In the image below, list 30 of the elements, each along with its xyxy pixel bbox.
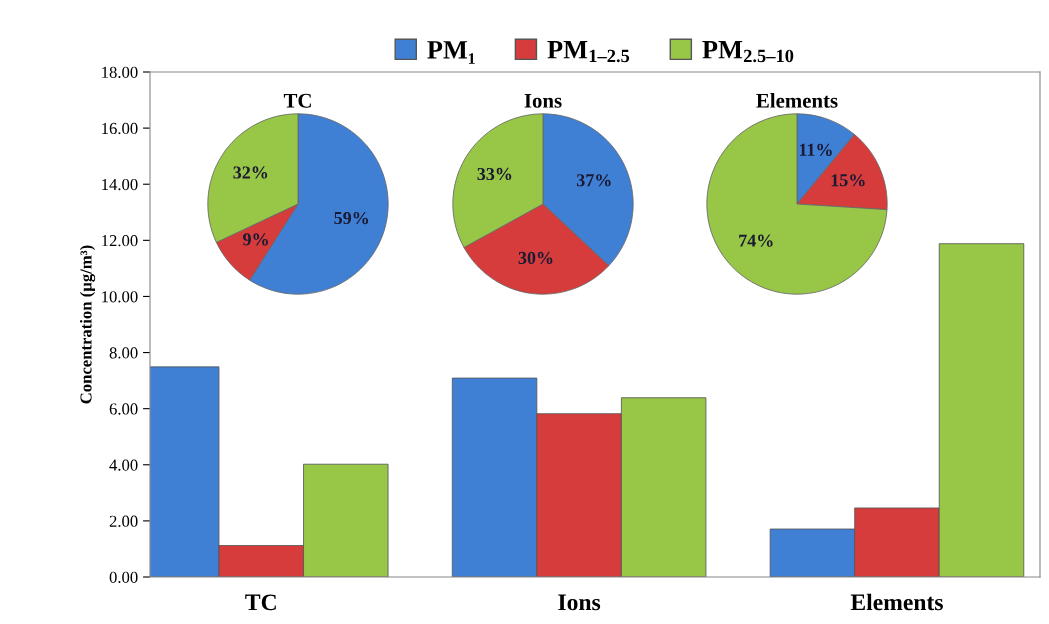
- data-label: 11%: [799, 143, 832, 156]
- x-tick-label: TC: [245, 594, 276, 611]
- y-axis-title: Concentration (µg/m³): [79, 245, 96, 404]
- data-label: 15%: [831, 174, 865, 187]
- chart-title: Elements: [756, 93, 838, 108]
- y-tick-label: 12.00: [102, 235, 138, 247]
- legend-label: PM$_{1–2.5}$: [547, 41, 630, 63]
- chart-title: Ions: [524, 93, 562, 108]
- data-label: 37%: [576, 174, 611, 187]
- y-tick-label: 0.00: [109, 571, 138, 584]
- y-tick-label: 4.00: [109, 459, 138, 471]
- x-tick-label: Ions: [558, 594, 601, 611]
- legend-label: PM$_{2.5–10}$: [702, 41, 794, 63]
- data-label: 32%: [233, 166, 268, 179]
- y-tick-label: 14.00: [102, 178, 138, 191]
- y-tick-label: 16.00: [102, 122, 138, 135]
- y-tick-label: 18.00: [102, 66, 138, 79]
- y-tick-label: 2.00: [109, 515, 138, 527]
- y-tick-label: 10.00: [102, 291, 138, 303]
- data-label: 33%: [477, 167, 512, 181]
- x-tick-label: Elements: [850, 593, 943, 611]
- data-label: 9%: [243, 233, 268, 246]
- y-tick-label: 6.00: [109, 403, 138, 415]
- data-label: 59%: [334, 211, 369, 225]
- y-tick-label: 8.00: [109, 347, 138, 359]
- chart-title: TC: [283, 93, 311, 108]
- data-label: 30%: [518, 251, 553, 265]
- legend-label: PM₁: [427, 41, 475, 64]
- data-label: 74%: [739, 234, 773, 247]
- pie-slice: [706, 113, 888, 295]
